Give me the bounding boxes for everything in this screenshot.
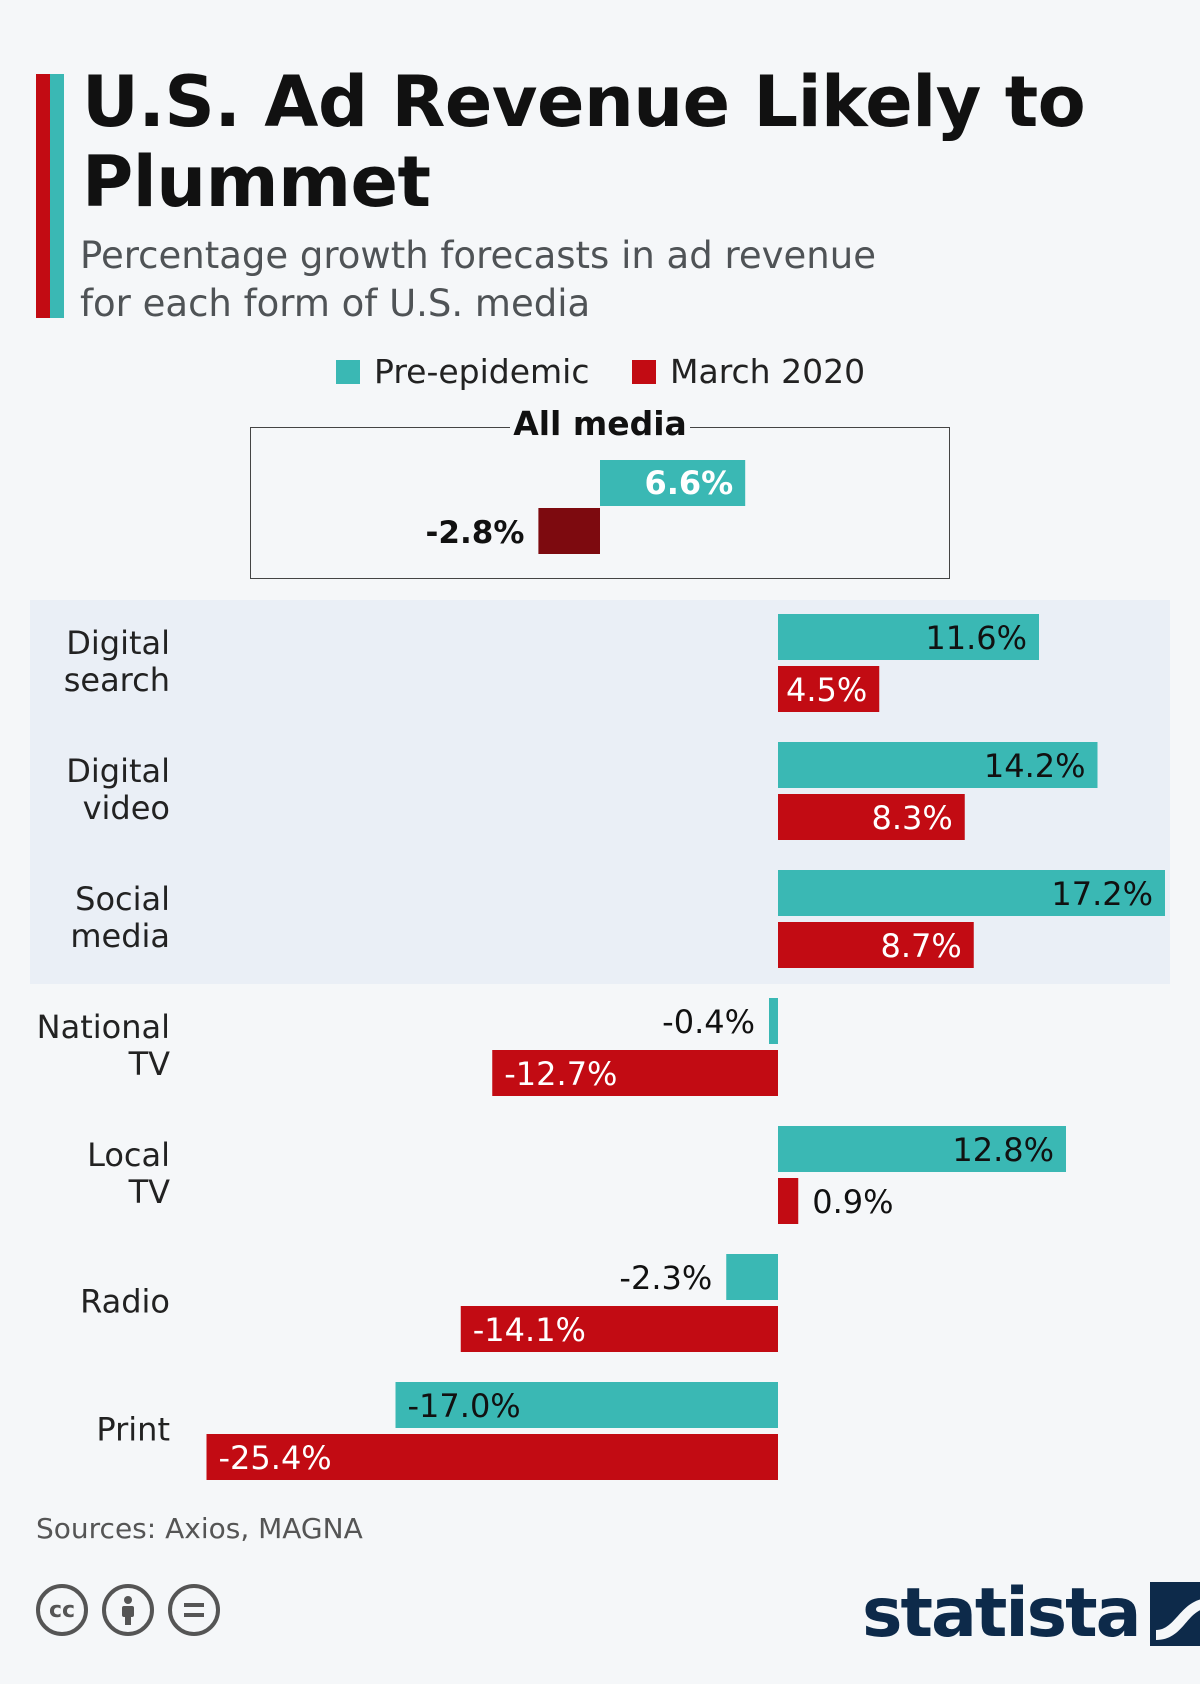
value-label-radio-pre-epidemic: -2.3%: [619, 1259, 712, 1297]
accent-teal-stripe: [50, 74, 64, 318]
category-label-social-media-line-2: media: [70, 917, 170, 955]
legend-item-pre-epidemic: Pre-epidemic: [336, 352, 590, 391]
bar-local-tv-march-2020: [778, 1178, 799, 1224]
bar-social-media-pre-epidemic: [778, 870, 1165, 916]
source-note: Sources: Axios, MAGNA: [36, 1512, 363, 1545]
label-all-media-pre-epidemic: 6.6%: [644, 464, 733, 502]
value-label-digital-search-pre-epidemic: 11.6%: [925, 619, 1027, 657]
bar-digital-video-march-2020: [778, 794, 965, 840]
bar-local-tv-pre-epidemic: [778, 1126, 1066, 1172]
bar-digital-search-march-2020: [778, 666, 880, 712]
legend-label-pre-epidemic: Pre-epidemic: [374, 352, 590, 391]
bar-radio-march-2020: [460, 1306, 778, 1352]
value-label-digital-video-march-2020: 8.3%: [871, 799, 952, 837]
category-label-local-tv-line-1: Local: [87, 1136, 170, 1174]
chart-title: U.S. Ad Revenue Likely to Plummet: [82, 61, 1086, 223]
category-label-digital-video-line-1: Digital: [66, 752, 170, 790]
chart-subtitle: Percentage growth forecasts in ad revenu…: [80, 234, 876, 325]
label-all-media-march-2020: -2.8%: [426, 515, 525, 551]
bar-radio-pre-epidemic: [726, 1254, 778, 1300]
category-label-print: Print: [96, 1411, 170, 1449]
category-label-digital-search-line-2: search: [64, 661, 170, 699]
bar-national-tv-march-2020: [492, 1050, 778, 1096]
value-label-social-media-march-2020: 8.7%: [880, 927, 961, 965]
statista-wordmark: statista: [862, 1574, 1142, 1653]
category-label-local-tv-line-2: TV: [128, 1173, 171, 1211]
cc-icon: cc: [36, 1584, 88, 1636]
category-label-digital-search-line-1: Digital: [66, 624, 170, 662]
statista-logo: statista: [862, 1574, 1200, 1653]
value-label-digital-search-march-2020: 4.5%: [786, 671, 867, 709]
legend-label-march-2020: March 2020: [670, 352, 866, 391]
bar-print-march-2020: [206, 1434, 778, 1480]
bar-social-media-march-2020: [778, 922, 974, 968]
category-label-social-media-line-1: Social: [75, 880, 170, 918]
all-media-title: All media: [510, 402, 690, 446]
value-label-print-pre-epidemic: -17.0%: [408, 1387, 521, 1425]
bar-all-media-pre-epidemic: [600, 460, 746, 506]
category-label-national-tv-line-2: TV: [128, 1045, 171, 1083]
value-label-radio-march-2020: -14.1%: [473, 1311, 586, 1349]
digital-media-highlight: [30, 600, 1170, 984]
license-icons: cc: [36, 1584, 220, 1636]
legend-swatch-pre-epidemic: [336, 359, 360, 384]
value-label-print-march-2020: -25.4%: [219, 1439, 332, 1477]
no-derivatives-icon: [168, 1584, 220, 1636]
bar-digital-video-pre-epidemic: [778, 742, 1098, 788]
statista-mark-icon: [1149, 1581, 1200, 1646]
value-label-digital-video-pre-epidemic: 14.2%: [984, 747, 1086, 785]
bar-print-pre-epidemic: [395, 1382, 778, 1428]
bar-digital-search-pre-epidemic: [778, 614, 1039, 660]
value-label-local-tv-pre-epidemic: 12.8%: [952, 1131, 1054, 1169]
category-label-national-tv-line-1: National: [37, 1008, 170, 1046]
value-label-social-media-pre-epidemic: 17.2%: [1051, 875, 1153, 913]
attribution-icon: [102, 1584, 154, 1636]
value-label-local-tv-march-2020: 0.9%: [812, 1183, 893, 1221]
legend-item-march-2020: March 2020: [632, 352, 865, 391]
legend-swatch-march-2020: [632, 359, 656, 384]
accent-red-stripe: [36, 74, 50, 318]
title-accent-bar: [36, 74, 64, 318]
legend: Pre-epidemic March 2020: [0, 352, 1200, 396]
bar-national-tv-pre-epidemic: [769, 998, 778, 1044]
value-label-national-tv-march-2020: -12.7%: [504, 1055, 617, 1093]
bar-all-media-march-2020: [538, 508, 600, 554]
value-label-national-tv-pre-epidemic: -0.4%: [662, 1003, 755, 1041]
category-label-digital-video-line-2: video: [83, 789, 170, 827]
category-label-radio: Radio: [80, 1283, 170, 1321]
